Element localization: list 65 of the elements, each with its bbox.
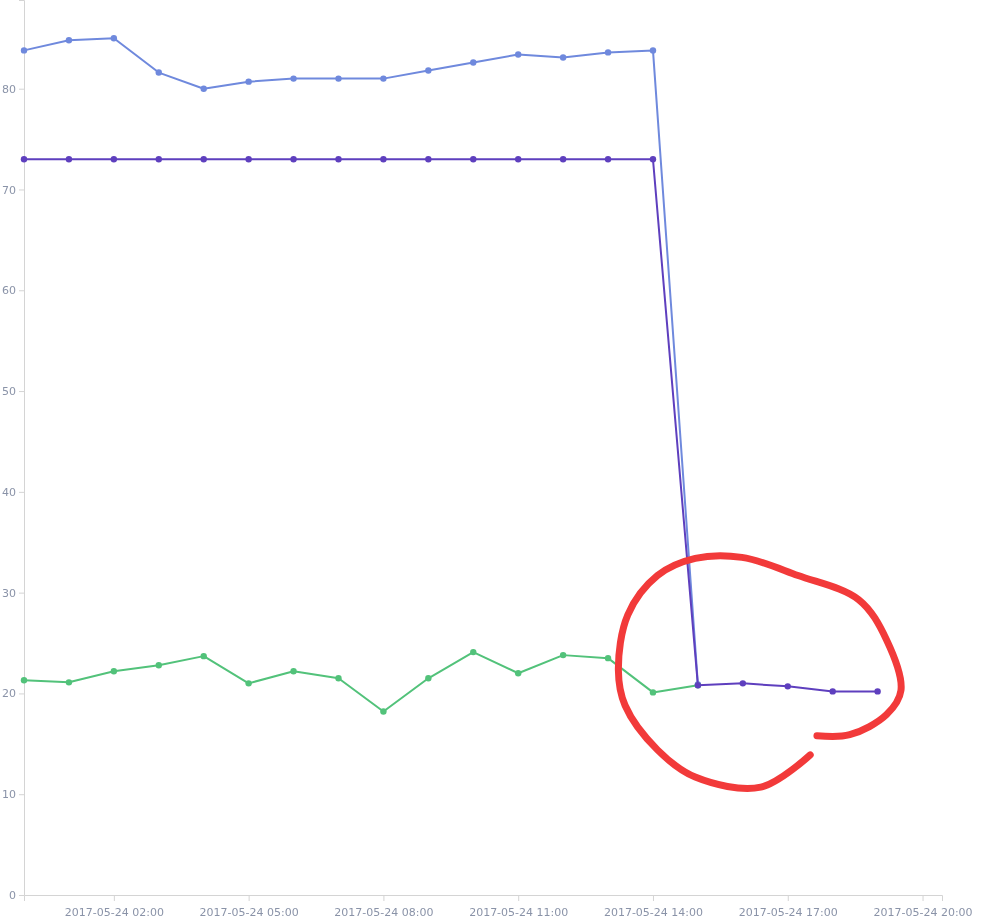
point: [649, 47, 657, 54]
x-tick-label: 2017-05-24 11:00: [469, 906, 569, 920]
point: [604, 654, 612, 662]
point: [20, 677, 28, 684]
y-tick-label: 20: [2, 687, 16, 701]
point: [65, 156, 73, 163]
point: [245, 156, 252, 163]
point: [245, 78, 252, 85]
point: [559, 54, 567, 61]
point: [649, 156, 657, 163]
point: [829, 688, 836, 695]
x-tick-label: 2017-05-24 08:00: [334, 906, 434, 920]
y-tick-label: 80: [2, 82, 16, 96]
point: [380, 75, 387, 82]
y-tick-label: 10: [2, 788, 16, 802]
point: [200, 652, 207, 660]
point: [604, 49, 612, 56]
point: [514, 670, 522, 677]
y-tick-label: 30: [2, 586, 16, 600]
x-tick-label: 2017-05-24 20:00: [873, 906, 973, 920]
point: [200, 85, 207, 92]
y-tick-label: 60: [2, 284, 16, 298]
point: [20, 47, 28, 54]
point: [559, 651, 567, 659]
point: [425, 67, 432, 74]
point: [649, 689, 657, 696]
point: [110, 668, 118, 675]
y-tick-label: 50: [2, 385, 16, 399]
point: [739, 680, 747, 687]
point: [514, 51, 522, 58]
point: [155, 662, 162, 669]
point: [380, 156, 387, 163]
point: [514, 156, 522, 163]
point: [155, 156, 162, 163]
point: [200, 156, 207, 163]
point: [20, 156, 28, 163]
point: [425, 675, 432, 682]
point: [110, 156, 118, 163]
x-tick-label: 2017-05-24 14:00: [603, 906, 704, 920]
point: [470, 156, 477, 163]
point: [380, 708, 387, 715]
point: [559, 156, 567, 163]
point: [425, 156, 432, 163]
y-tick-label: 40: [2, 485, 16, 499]
point: [290, 668, 297, 675]
point: [604, 156, 612, 163]
point: [470, 59, 477, 66]
point: [155, 69, 162, 76]
point: [290, 75, 297, 82]
point: [784, 683, 791, 690]
x-tick-label: 2017-05-24 02:00: [64, 906, 164, 920]
point: [290, 156, 297, 163]
point: [65, 679, 73, 686]
x-tick-label: 2017-05-24 05:00: [199, 906, 299, 920]
point: [335, 75, 342, 82]
point: [245, 680, 252, 687]
point: [65, 37, 73, 44]
point: [110, 35, 118, 42]
point: [335, 675, 342, 682]
y-tick-label: 70: [2, 183, 16, 197]
y-tick-label: 0: [9, 889, 16, 903]
point: [470, 648, 477, 656]
point: [335, 156, 342, 163]
x-tick-label: 2017-05-24 17:00: [738, 906, 838, 920]
point: [874, 688, 881, 695]
